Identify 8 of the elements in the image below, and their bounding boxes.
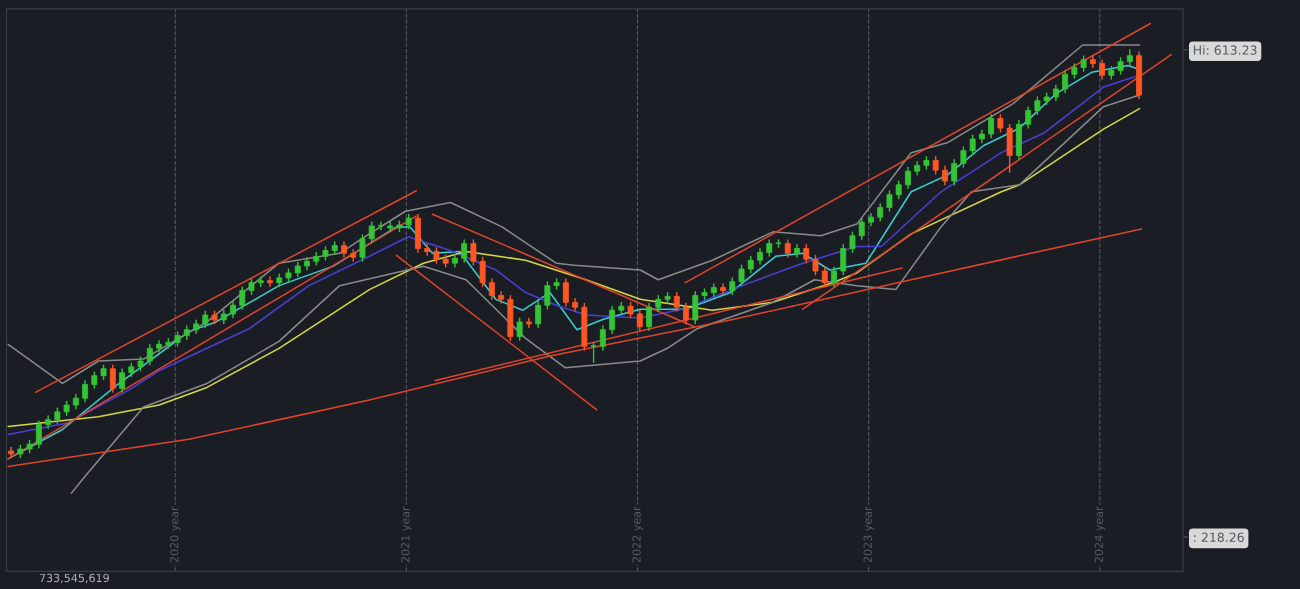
- y-tick-label: Hi: 613.23: [1193, 45, 1257, 55]
- y-tick-label: : 218.26: [1194, 532, 1244, 543]
- x-tick-label: 2020 year: [170, 506, 181, 563]
- x-tick-label: 2024 year: [1094, 506, 1106, 563]
- x-tick-label: 2023 year: [863, 506, 875, 563]
- text: 733,545,619: [39, 573, 109, 584]
- x-tick-label: 2022 year: [632, 506, 643, 563]
- x-tick-label: 2021 year: [401, 506, 412, 563]
